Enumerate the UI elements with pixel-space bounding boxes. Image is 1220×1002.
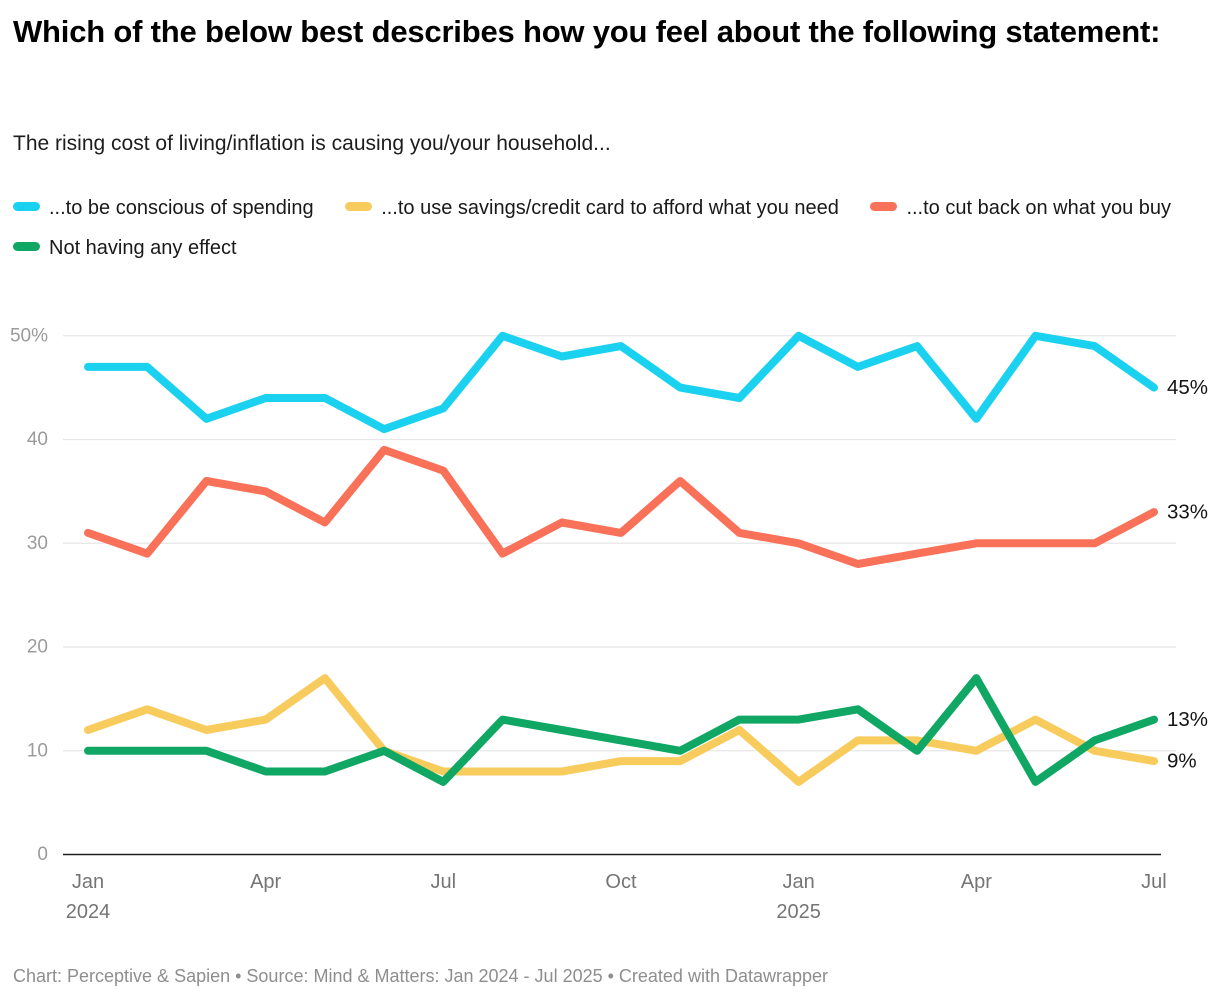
y-axis-tick-label: 50%: [10, 325, 48, 346]
x-axis-tick-label: Jan: [72, 871, 104, 893]
legend-swatch-icon: [870, 202, 898, 212]
y-axis-tick-label: 40: [27, 429, 48, 450]
x-axis-tick-label: Apr: [961, 871, 992, 893]
series-end-value-label: 33%: [1167, 501, 1208, 524]
series-line-1[interactable]: [84, 674, 1158, 786]
series-line-2[interactable]: [84, 445, 1158, 568]
x-axis-tick-label: Jul: [431, 871, 457, 893]
legend-item-cut-back: ...to cut back on what you buy: [870, 197, 1171, 219]
legend-item-use-savings: ...to use savings/credit card to afford …: [345, 197, 839, 219]
legend-swatch-icon: [13, 242, 40, 252]
series-end-value-label: 45%: [1167, 376, 1208, 399]
x-axis-year-label: 2025: [776, 901, 821, 923]
legend-item-no-effect: Not having any effect: [13, 237, 237, 259]
legend-item-label: ...to cut back on what you buy: [906, 197, 1172, 219]
page-title: Which of the below best describes how yo…: [13, 14, 1161, 49]
legend-swatch-icon: [13, 202, 40, 212]
series-line-3[interactable]: [84, 674, 1158, 786]
legend-swatch-icon: [345, 202, 373, 212]
legend-item-label: ...to be conscious of spending: [49, 197, 314, 219]
legend-item-conscious-spending: ...to be conscious of spending: [13, 197, 314, 219]
x-axis-tick-label: Jul: [1141, 871, 1167, 893]
chart-footer: Chart: Perceptive & Sapien • Source: Min…: [13, 966, 829, 986]
x-axis-tick-label: Jan: [783, 871, 815, 893]
legend-item-label: ...to use savings/credit card to afford …: [381, 197, 839, 219]
x-axis-year-label: 2024: [66, 901, 111, 923]
x-axis-tick-label: Oct: [605, 871, 637, 893]
y-axis-tick-label: 0: [37, 844, 48, 865]
y-axis-tick-label: 20: [27, 637, 48, 658]
y-axis-tick-label: 10: [27, 740, 48, 761]
series-line-0[interactable]: [84, 331, 1158, 434]
legend-item-label: Not having any effect: [49, 237, 237, 259]
series-end-value-label: 9%: [1167, 750, 1197, 773]
chart-subtitle: The rising cost of living/inflation is c…: [13, 132, 611, 155]
series-end-value-label: 13%: [1167, 708, 1208, 731]
x-axis-tick-label: Apr: [250, 871, 281, 893]
chart-legend: ...to be conscious of spending ...to use…: [13, 188, 1209, 268]
y-axis-tick-label: 30: [27, 533, 48, 554]
